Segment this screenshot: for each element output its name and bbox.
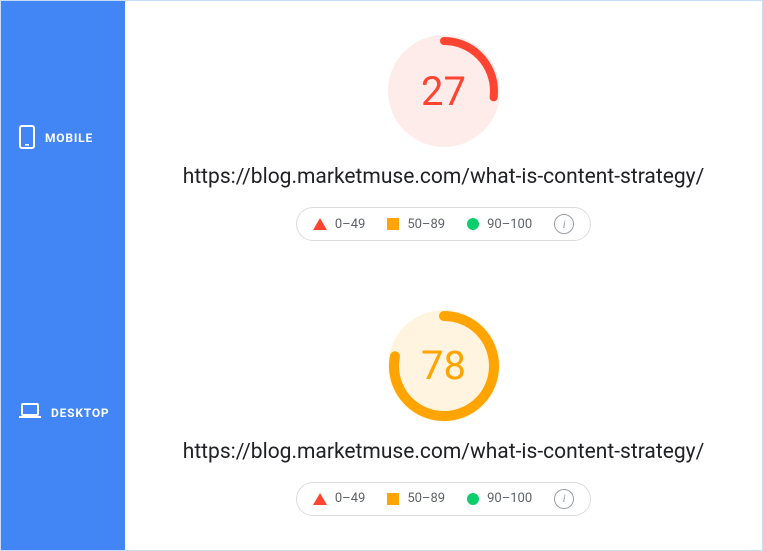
score-card-mobile: 27 https://blog.marketmuse.com/what-is-c… [125,1,762,276]
legend-item-average: 50–89 [387,491,445,506]
sidebar: MOBILE DESKTOP [1,1,125,550]
score-legend: 0–49 50–89 90–100 i [296,482,591,516]
score-gauge: 78 [388,310,500,422]
triangle-icon [313,493,327,505]
info-icon[interactable]: i [554,214,574,234]
sidebar-item-mobile[interactable]: MOBILE [1,1,125,276]
legend-label: 0–49 [335,491,365,506]
page-frame: MOBILE DESKTOP 27 https://blog.marketmus… [0,0,763,551]
legend-item-poor: 0–49 [313,217,365,232]
score-value: 27 [388,35,500,147]
laptop-icon [19,403,41,422]
score-legend: 0–49 50–89 90–100 i [296,207,591,241]
triangle-icon [313,218,327,230]
info-icon[interactable]: i [554,489,574,509]
tested-url: https://blog.marketmuse.com/what-is-cont… [183,440,704,464]
legend-item-average: 50–89 [387,217,445,232]
legend-label: 50–89 [407,491,445,506]
legend-label: 90–100 [487,217,532,232]
square-icon [387,218,399,230]
circle-icon [467,218,479,230]
sidebar-item-desktop[interactable]: DESKTOP [1,276,125,551]
legend-item-good: 90–100 [467,217,532,232]
square-icon [387,493,399,505]
score-value: 78 [388,310,500,422]
sidebar-item-label: DESKTOP [51,406,109,420]
legend-label: 0–49 [335,217,365,232]
circle-icon [467,493,479,505]
tested-url: https://blog.marketmuse.com/what-is-cont… [183,165,704,189]
main-content: 27 https://blog.marketmuse.com/what-is-c… [125,1,762,550]
sidebar-item-label: MOBILE [45,131,93,145]
legend-item-good: 90–100 [467,491,532,506]
legend-label: 50–89 [407,217,445,232]
score-card-desktop: 78 https://blog.marketmuse.com/what-is-c… [125,276,762,551]
legend-label: 90–100 [487,491,532,506]
legend-item-poor: 0–49 [313,491,365,506]
phone-icon [19,125,35,152]
score-gauge: 27 [388,35,500,147]
